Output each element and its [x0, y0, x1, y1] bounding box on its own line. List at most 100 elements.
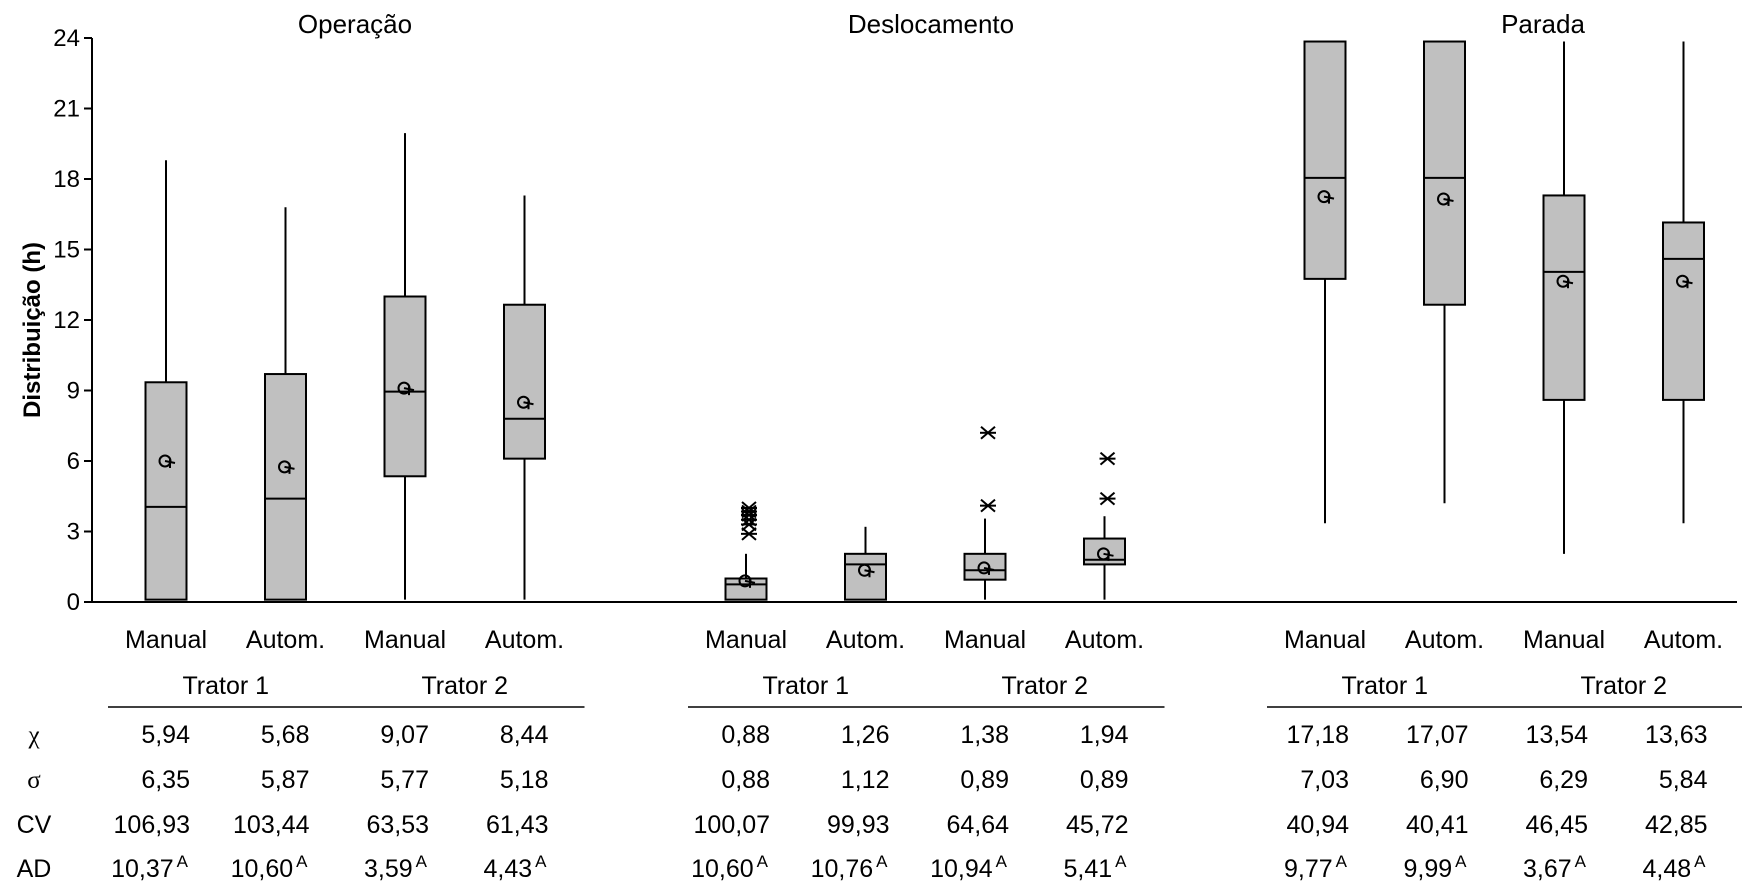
- stat-value: 9,07: [380, 721, 429, 749]
- y-tick-label: 15: [53, 237, 80, 264]
- stat-value: 7,03: [1300, 766, 1349, 794]
- box-group: [264, 207, 307, 601]
- stat-value: 3,59 A: [364, 852, 428, 883]
- panel-title: Parada: [1501, 9, 1585, 39]
- group-label: Trator 1: [1341, 672, 1428, 700]
- category-label: Manual: [944, 626, 1026, 654]
- stat-value: 63,53: [366, 811, 429, 839]
- group-label: Trator 2: [1580, 672, 1667, 700]
- stat-value-number: 10,60: [691, 855, 754, 883]
- stat-value-superscript: A: [296, 852, 308, 871]
- stat-value: 13,54: [1525, 721, 1588, 749]
- panel-title: Operação: [298, 9, 412, 39]
- stat-value: 1,12: [841, 766, 890, 794]
- stat-value-superscript: A: [1115, 852, 1127, 871]
- stat-value: 64,64: [946, 811, 1009, 839]
- outlier-point: [1099, 491, 1116, 506]
- stat-value: 5,87: [261, 766, 310, 794]
- box-group: [1303, 40, 1347, 524]
- box: [1542, 194, 1586, 401]
- stat-value-number: 3,67: [1523, 855, 1572, 883]
- category-label: Manual: [705, 626, 787, 654]
- y-tick-label: 0: [67, 589, 80, 616]
- box-group: [963, 426, 1007, 600]
- stat-value-number: 4,43: [483, 855, 532, 883]
- stat-value-number: 5,41: [1063, 855, 1112, 883]
- stat-value: 1,38: [960, 721, 1009, 749]
- stat-value: 10,60 A: [231, 852, 309, 883]
- stat-value: 3,67 A: [1523, 852, 1587, 883]
- stat-value: 10,94 A: [930, 852, 1008, 883]
- box: [1423, 40, 1466, 306]
- y-axis-label: Distribuição (h): [19, 242, 46, 418]
- category-label: Autom.: [1405, 626, 1484, 654]
- stat-value: 10,76 A: [811, 852, 889, 883]
- stat-value: 42,85: [1645, 811, 1708, 839]
- stat-value: 1,26: [841, 721, 890, 749]
- box-group: [724, 501, 768, 601]
- stat-value-number: 10,76: [811, 855, 874, 883]
- stat-value-superscript: A: [757, 852, 769, 871]
- stat-value: 6,90: [1420, 766, 1469, 794]
- stat-value: 0,88: [721, 721, 770, 749]
- box: [264, 373, 307, 601]
- stat-value-number: 10,94: [930, 855, 993, 883]
- stat-row-label: σ: [27, 767, 41, 794]
- stat-value: 99,93: [827, 811, 890, 839]
- stat-value-superscript: A: [996, 852, 1008, 871]
- y-tick-label: 3: [67, 519, 80, 546]
- box-group: [383, 133, 427, 600]
- stat-value: 106,93: [114, 811, 190, 839]
- stat-value: 103,44: [233, 811, 310, 839]
- stat-value-number: 10,37: [111, 855, 174, 883]
- category-label: Autom.: [1644, 626, 1723, 654]
- outlier-point: [980, 426, 996, 440]
- box: [503, 303, 546, 460]
- y-tick-label: 24: [53, 25, 80, 52]
- box: [963, 552, 1007, 581]
- stat-value: 100,07: [694, 811, 770, 839]
- y-tick-label: 6: [67, 448, 80, 475]
- stat-value: 45,72: [1066, 811, 1129, 839]
- stat-value: 40,41: [1406, 811, 1469, 839]
- stat-value-superscript: A: [1336, 852, 1348, 871]
- stat-value-number: 9,77: [1284, 855, 1333, 883]
- stat-value-superscript: A: [1694, 852, 1706, 871]
- stat-value: 5,84: [1659, 766, 1708, 794]
- panel-title: Deslocamento: [848, 9, 1014, 39]
- stat-value-number: 3,59: [364, 855, 413, 883]
- category-label: Autom.: [246, 626, 325, 654]
- stat-value-number: 10,60: [231, 855, 294, 883]
- y-tick-label: 21: [53, 96, 80, 123]
- stat-value: 4,48 A: [1642, 852, 1706, 883]
- box-group: [503, 195, 546, 600]
- stat-value-superscript: A: [1455, 852, 1467, 871]
- stat-value: 10,37 A: [111, 852, 189, 883]
- box: [844, 552, 887, 601]
- stat-value: 5,18: [500, 766, 549, 794]
- stat-value: 9,99 A: [1403, 852, 1467, 883]
- stat-value: 0,88: [721, 766, 770, 794]
- stat-value: 5,41 A: [1063, 852, 1127, 883]
- y-tick-label: 18: [53, 166, 80, 193]
- category-label: Manual: [364, 626, 446, 654]
- group-label: Trator 1: [762, 672, 849, 700]
- group-label: Trator 1: [182, 672, 269, 700]
- stat-value-superscript: A: [535, 852, 547, 871]
- category-label: Manual: [1523, 626, 1605, 654]
- group-label: Trator 2: [421, 672, 508, 700]
- stat-value: 17,18: [1286, 721, 1349, 749]
- stat-value: 6,29: [1539, 766, 1588, 794]
- category-label: Autom.: [826, 626, 905, 654]
- stat-value: 0,89: [1080, 766, 1129, 794]
- box-group: [144, 160, 188, 601]
- stat-value: 0,89: [960, 766, 1009, 794]
- stat-value-superscript: A: [416, 852, 428, 871]
- stat-value: 13,63: [1645, 721, 1708, 749]
- outlier-point: [1099, 451, 1116, 466]
- stat-value-number: 4,48: [1642, 855, 1691, 883]
- stat-value: 17,07: [1406, 721, 1469, 749]
